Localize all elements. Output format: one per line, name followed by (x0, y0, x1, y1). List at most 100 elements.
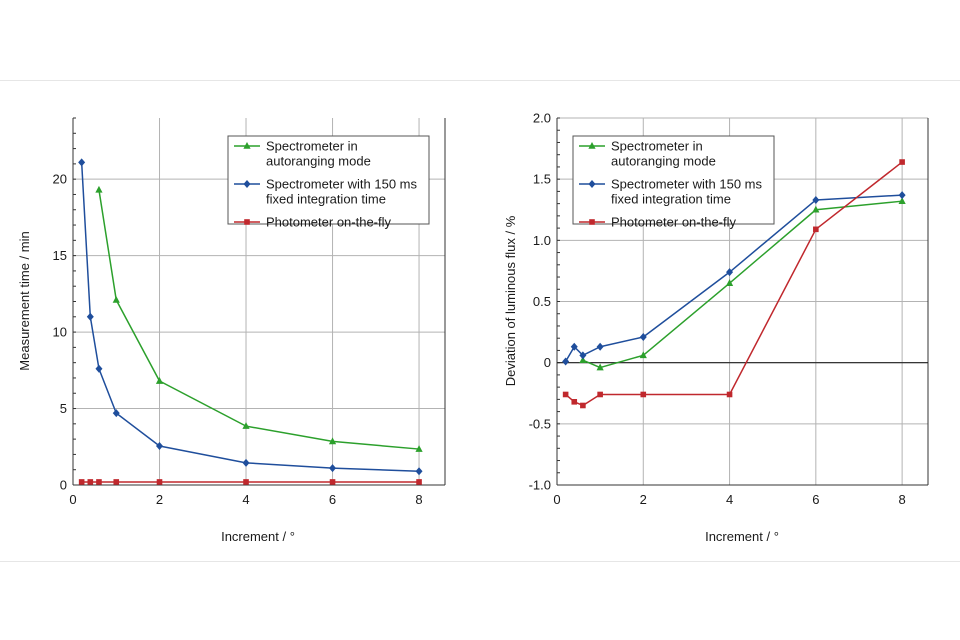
data-point (579, 356, 587, 364)
data-point (95, 364, 103, 373)
data-point (155, 377, 164, 384)
legend-label: Photometer on-the-fly (611, 215, 737, 230)
data-point (243, 479, 249, 485)
legend-marker (243, 142, 251, 149)
data-point (112, 295, 120, 303)
series-red (78, 479, 422, 485)
legend-label: Photometer on-the-fly (266, 215, 392, 230)
data-point (726, 268, 734, 277)
data-point (725, 279, 734, 286)
data-point (415, 445, 423, 452)
x-tick-label: 6 (329, 492, 336, 507)
data-point (580, 402, 586, 409)
x-axis-label: Increment / ° (705, 529, 779, 544)
data-point (898, 191, 906, 200)
data-point (328, 437, 337, 445)
x-tick-label: 4 (242, 492, 249, 507)
legend-label: Spectrometer with 150 ms (266, 177, 418, 192)
y-tick-label: 0 (60, 478, 67, 493)
data-point (78, 158, 86, 167)
data-point (899, 159, 905, 165)
data-point (562, 391, 569, 398)
data-point (113, 479, 120, 485)
y-tick-label: -0.5 (529, 416, 551, 431)
data-point (570, 342, 578, 351)
data-point (415, 467, 423, 476)
x-tick-label: 8 (415, 492, 422, 507)
legend-label: fixed integration time (611, 192, 731, 207)
chart-2: 0 2 4 6 8 -1.0 -0.5 0 0.5 1.0 1.5 2.0 Increment / ° D… (503, 111, 929, 544)
data-point (242, 458, 250, 467)
legend-marker (588, 142, 596, 149)
y-tick-label: 1.0 (533, 233, 551, 248)
legend-box (572, 135, 775, 225)
data-point (562, 357, 570, 366)
data-point (898, 197, 906, 204)
y-tick-label: 1.5 (533, 172, 551, 187)
x-tick-label: 0 (553, 492, 560, 507)
x-tick-label: 8 (898, 492, 905, 507)
legend-marker (588, 180, 596, 188)
data-point (812, 195, 820, 204)
top-divider (0, 80, 960, 81)
series-blue (78, 158, 423, 476)
series-line (80, 162, 420, 472)
data-point (96, 479, 102, 485)
series-blue (562, 191, 906, 366)
data-point (579, 351, 587, 360)
y-tick-label: 10 (53, 325, 67, 340)
data-point (596, 342, 604, 351)
chart-1: 0 2 4 6 8 0 5 10 15 20 Increment / ° Measurement ti… (17, 117, 446, 544)
series-green (95, 185, 423, 452)
legend-label: Spectrometer with 150 ms (611, 177, 763, 192)
legend-box (227, 135, 430, 225)
x-tick-label: 0 (69, 492, 76, 507)
data-point (329, 479, 336, 485)
x-tick-label: 4 (726, 492, 733, 507)
legend-entry-red: Photometer on-the-fly (234, 215, 392, 230)
legend-marker (243, 180, 251, 188)
data-point (416, 479, 422, 485)
legend-marker (244, 219, 250, 225)
x-tick-label: 2 (640, 492, 647, 507)
data-point (571, 399, 578, 405)
data-point (86, 312, 94, 321)
y-axis-label: Measurement time / min (17, 231, 32, 370)
data-point (242, 422, 250, 429)
data-point (156, 442, 164, 451)
legend-entry-red: Photometer on-the-fly (579, 215, 737, 230)
legend-label: Spectrometer in (611, 139, 703, 154)
y-axis-label: Deviation of luminous flux / % (503, 215, 518, 386)
bottom-divider (0, 561, 960, 562)
data-point (596, 363, 604, 371)
legend-label: autoranging mode (266, 154, 371, 169)
legend-label: fixed integration time (266, 192, 386, 207)
y-tick-label: 5 (60, 401, 67, 416)
data-point (640, 391, 647, 398)
data-point (813, 226, 819, 233)
y-tick-label: 0 (544, 355, 551, 370)
data-point (812, 205, 820, 213)
data-point (112, 409, 120, 418)
data-point (329, 464, 337, 473)
series-line (582, 200, 903, 369)
y-tick-label: -1.0 (529, 478, 551, 493)
data-point (95, 185, 103, 193)
y-tick-label: 15 (53, 248, 67, 263)
x-axis-label: Increment / ° (221, 529, 295, 544)
series-green (579, 197, 906, 371)
data-point (639, 332, 647, 341)
x-tick-label: 2 (156, 492, 163, 507)
series-line (98, 189, 420, 450)
y-tick-label: 0.5 (533, 294, 551, 309)
data-point (639, 351, 647, 359)
y-tick-label: 20 (53, 172, 67, 187)
y-tick-label: 2.0 (533, 111, 551, 126)
